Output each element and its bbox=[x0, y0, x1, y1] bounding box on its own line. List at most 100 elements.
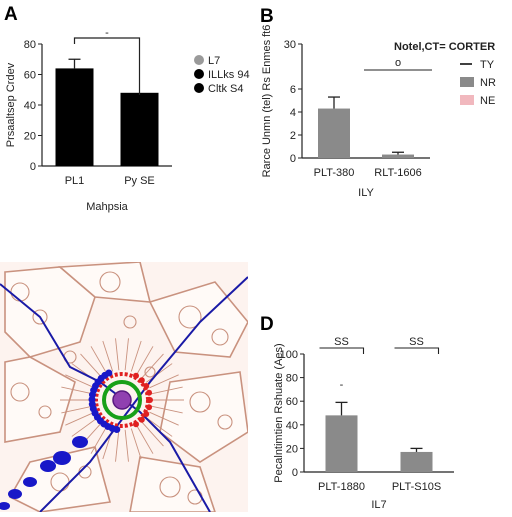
radial-fibre bbox=[80, 353, 103, 379]
x-tick-label: PLT-380 bbox=[314, 167, 355, 179]
x-tick-label: PLT-S10S bbox=[392, 481, 441, 493]
micrograph-image bbox=[0, 261, 249, 513]
red-signal-dot bbox=[146, 404, 153, 411]
y-tick-label: 80 bbox=[24, 39, 36, 51]
vesicle bbox=[217, 414, 233, 430]
radial-fibre bbox=[136, 346, 154, 375]
bar bbox=[325, 415, 358, 472]
red-signal-dot bbox=[143, 411, 150, 417]
panel-b: B 0 2 4 6 30 Rarce Unmn (tel) Rs Enmes ft6 PLT… bbox=[256, 0, 512, 230]
blue-signal-blob bbox=[8, 489, 22, 499]
micrograph-panel bbox=[0, 261, 249, 513]
y-tick-label: 40 bbox=[24, 100, 36, 112]
radial-fibre bbox=[130, 428, 142, 460]
legend-label: TY bbox=[480, 59, 495, 71]
y-axis-label: Pecalntimtien Rshuate (Aes) bbox=[273, 343, 285, 482]
y-tick-label: 20 bbox=[286, 443, 298, 455]
radial-fibre bbox=[65, 411, 95, 426]
radial-fibre bbox=[90, 425, 108, 454]
significance-bracket bbox=[73, 37, 141, 95]
y-tick-label: 2 bbox=[290, 130, 296, 142]
legend-marker bbox=[194, 55, 204, 65]
radial-fibre bbox=[141, 353, 164, 379]
x-tick-label: RLT-1606 bbox=[374, 167, 422, 179]
red-signal-dot bbox=[143, 383, 150, 389]
blue-signal-blob bbox=[72, 436, 88, 448]
vesicle bbox=[32, 309, 48, 325]
y-tick-label: 100 bbox=[280, 349, 298, 361]
radial-fibre bbox=[151, 405, 183, 414]
legend-marker bbox=[460, 77, 474, 87]
radial-fibre bbox=[115, 338, 120, 371]
radial-fibre bbox=[61, 386, 93, 395]
chart-b: B 0 2 4 6 30 Rarce Unmn (tel) Rs Enmes ft6 PLT… bbox=[260, 6, 496, 199]
x-axis-label: Mahpsia bbox=[86, 201, 128, 213]
bracket-label: SS bbox=[334, 336, 349, 348]
y-tick-label: 0 bbox=[290, 153, 296, 165]
legend-marker bbox=[460, 95, 474, 105]
x-tick-label: PL1 bbox=[65, 175, 85, 187]
radial-fibre bbox=[136, 425, 154, 454]
y-tick-label: 4 bbox=[290, 107, 296, 119]
red-signal-dot bbox=[133, 372, 139, 379]
legend-label: ILLks 94 bbox=[208, 69, 250, 81]
significance-bracket bbox=[319, 347, 365, 354]
vesicle bbox=[38, 405, 52, 419]
green-signal-ring bbox=[102, 380, 142, 420]
legend-marker bbox=[194, 83, 204, 93]
cell-compartment bbox=[4, 356, 76, 443]
y-tick-label: 80 bbox=[286, 373, 298, 385]
y-tick-label: 0 bbox=[30, 161, 36, 173]
x-tick-label: PLT-1880 bbox=[318, 481, 365, 493]
bar bbox=[400, 451, 433, 472]
y-tick-label: 30 bbox=[284, 39, 296, 51]
blue-signal-blob bbox=[53, 451, 71, 465]
red-signal-dot bbox=[138, 416, 145, 423]
red-signal-dot bbox=[133, 421, 139, 428]
blue-signal-blob bbox=[40, 460, 56, 472]
x-tick-label: Py SE bbox=[124, 175, 155, 187]
x-axis-label: IL7 bbox=[371, 499, 386, 511]
bracket-label: o bbox=[395, 57, 401, 69]
y-axis-label: Prsaaltsep Crdev bbox=[5, 62, 17, 147]
x-axis-label: ILY bbox=[358, 187, 374, 199]
y-tick-label: 6 bbox=[290, 84, 296, 96]
legend-label: L7 bbox=[208, 55, 220, 67]
y-tick-label: 20 bbox=[24, 131, 36, 143]
bar bbox=[120, 92, 159, 166]
radial-fibre bbox=[141, 421, 164, 447]
radial-fibre bbox=[90, 346, 108, 375]
blue-signal-dot bbox=[105, 369, 113, 377]
red-signal-dot bbox=[146, 389, 153, 396]
panel-label-b: B bbox=[260, 6, 274, 27]
panel-label-a: A bbox=[4, 4, 18, 25]
vesicle bbox=[211, 328, 229, 346]
y-tick-label: 60 bbox=[24, 70, 36, 82]
radial-fibre bbox=[124, 338, 129, 371]
boundary-line bbox=[39, 276, 249, 513]
radial-fibre bbox=[151, 386, 183, 395]
vesicle bbox=[10, 382, 30, 402]
panel-a: A 0 20 40 60 80 Prsaaltsep Crdev PL1 Py SE Mahps… bbox=[0, 0, 256, 230]
y-tick-label: 0 bbox=[292, 467, 298, 479]
radial-fibre bbox=[146, 417, 173, 437]
radial-fibre bbox=[124, 429, 129, 462]
bar bbox=[55, 68, 94, 166]
cell-compartment bbox=[159, 371, 249, 463]
radial-fibre bbox=[149, 374, 179, 389]
significance-bracket bbox=[394, 347, 440, 354]
radial-fibre bbox=[146, 363, 173, 383]
legend-label: NE bbox=[480, 95, 495, 107]
blue-signal-blob bbox=[23, 477, 37, 487]
vesicle bbox=[178, 305, 202, 329]
vesicle bbox=[159, 476, 181, 498]
bar bbox=[318, 108, 350, 158]
radial-fibre bbox=[61, 405, 93, 414]
legend-label: NR bbox=[480, 77, 496, 89]
radial-fibre bbox=[149, 411, 179, 426]
red-signal-dot bbox=[147, 397, 153, 403]
vesicle bbox=[99, 271, 121, 293]
vesicle bbox=[144, 366, 156, 378]
chart-a: A 0 20 40 60 80 Prsaaltsep Crdev PL1 Py SE Mahps… bbox=[4, 4, 250, 213]
